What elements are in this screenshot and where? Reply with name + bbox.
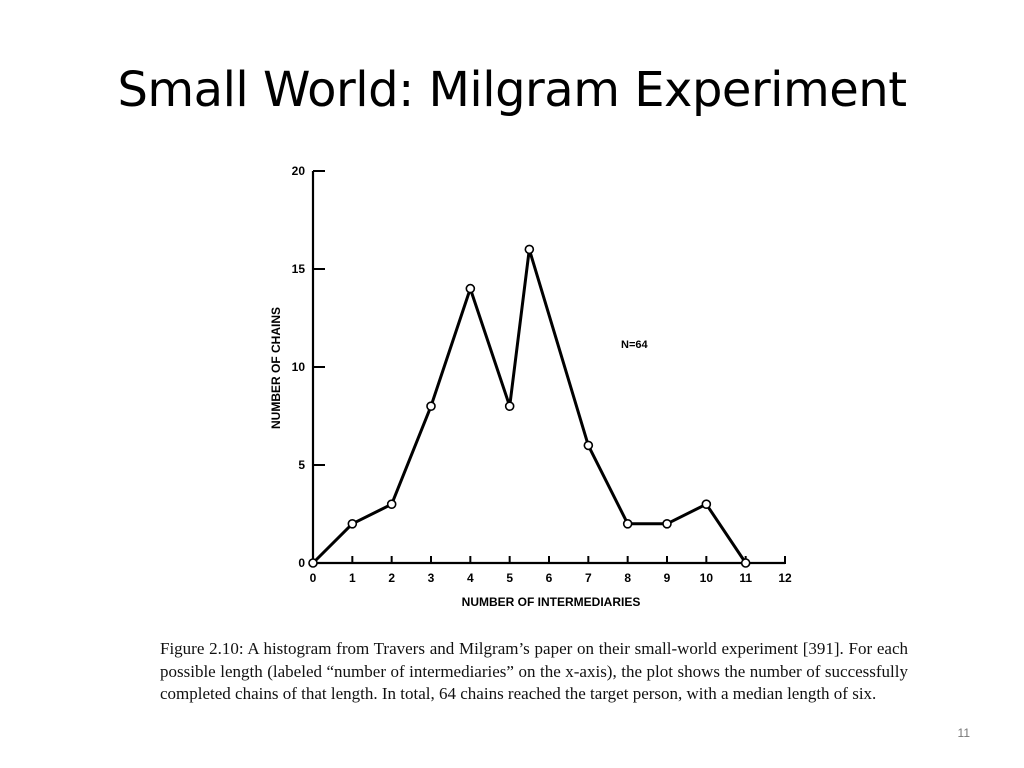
- data-point: [701, 499, 712, 510]
- x-tick-label: 0: [310, 571, 317, 585]
- chart-annotation: N=64: [621, 339, 648, 351]
- y-tick-label: 0: [298, 556, 305, 570]
- data-point: [308, 558, 318, 568]
- x-tick-label: 11: [739, 571, 752, 585]
- data-point: [740, 558, 751, 568]
- data-point: [583, 440, 594, 451]
- data-point: [347, 518, 358, 529]
- x-tick-label: 8: [624, 571, 631, 585]
- data-point: [524, 244, 535, 255]
- data-point: [662, 518, 672, 529]
- chart-axes: [311, 171, 785, 565]
- x-tick-label: 12: [778, 571, 792, 585]
- y-axis-title: NUMBER OF CHAINS: [269, 307, 283, 429]
- data-point: [622, 518, 633, 529]
- data-point: [504, 401, 515, 412]
- chart-series: [308, 244, 751, 568]
- data-point: [465, 283, 476, 294]
- data-point: [426, 401, 436, 412]
- series-line: [311, 247, 747, 565]
- data-point: [386, 499, 397, 510]
- x-tick-label: 7: [585, 571, 592, 585]
- x-tick-label: 10: [700, 571, 714, 585]
- slide-title: Small World: Milgram Experiment: [117, 62, 907, 118]
- x-tick-label: 9: [664, 571, 671, 585]
- y-tick-label: 10: [292, 360, 306, 374]
- x-tick-label: 5: [506, 571, 513, 585]
- y-tick-label: 5: [298, 458, 305, 472]
- x-tick-label: 3: [428, 571, 435, 585]
- page-number: 11: [957, 726, 970, 740]
- y-tick-label: 20: [292, 164, 306, 178]
- figure-caption: Figure 2.10: A histogram from Travers an…: [160, 639, 908, 703]
- x-tick-label: 1: [349, 571, 356, 585]
- x-axis-title: NUMBER OF INTERMEDIARIES: [462, 595, 641, 609]
- y-tick-label: 15: [292, 262, 306, 276]
- x-tick-label: 2: [388, 571, 395, 585]
- x-tick-label: 4: [467, 571, 474, 585]
- x-tick-label: 6: [546, 571, 553, 585]
